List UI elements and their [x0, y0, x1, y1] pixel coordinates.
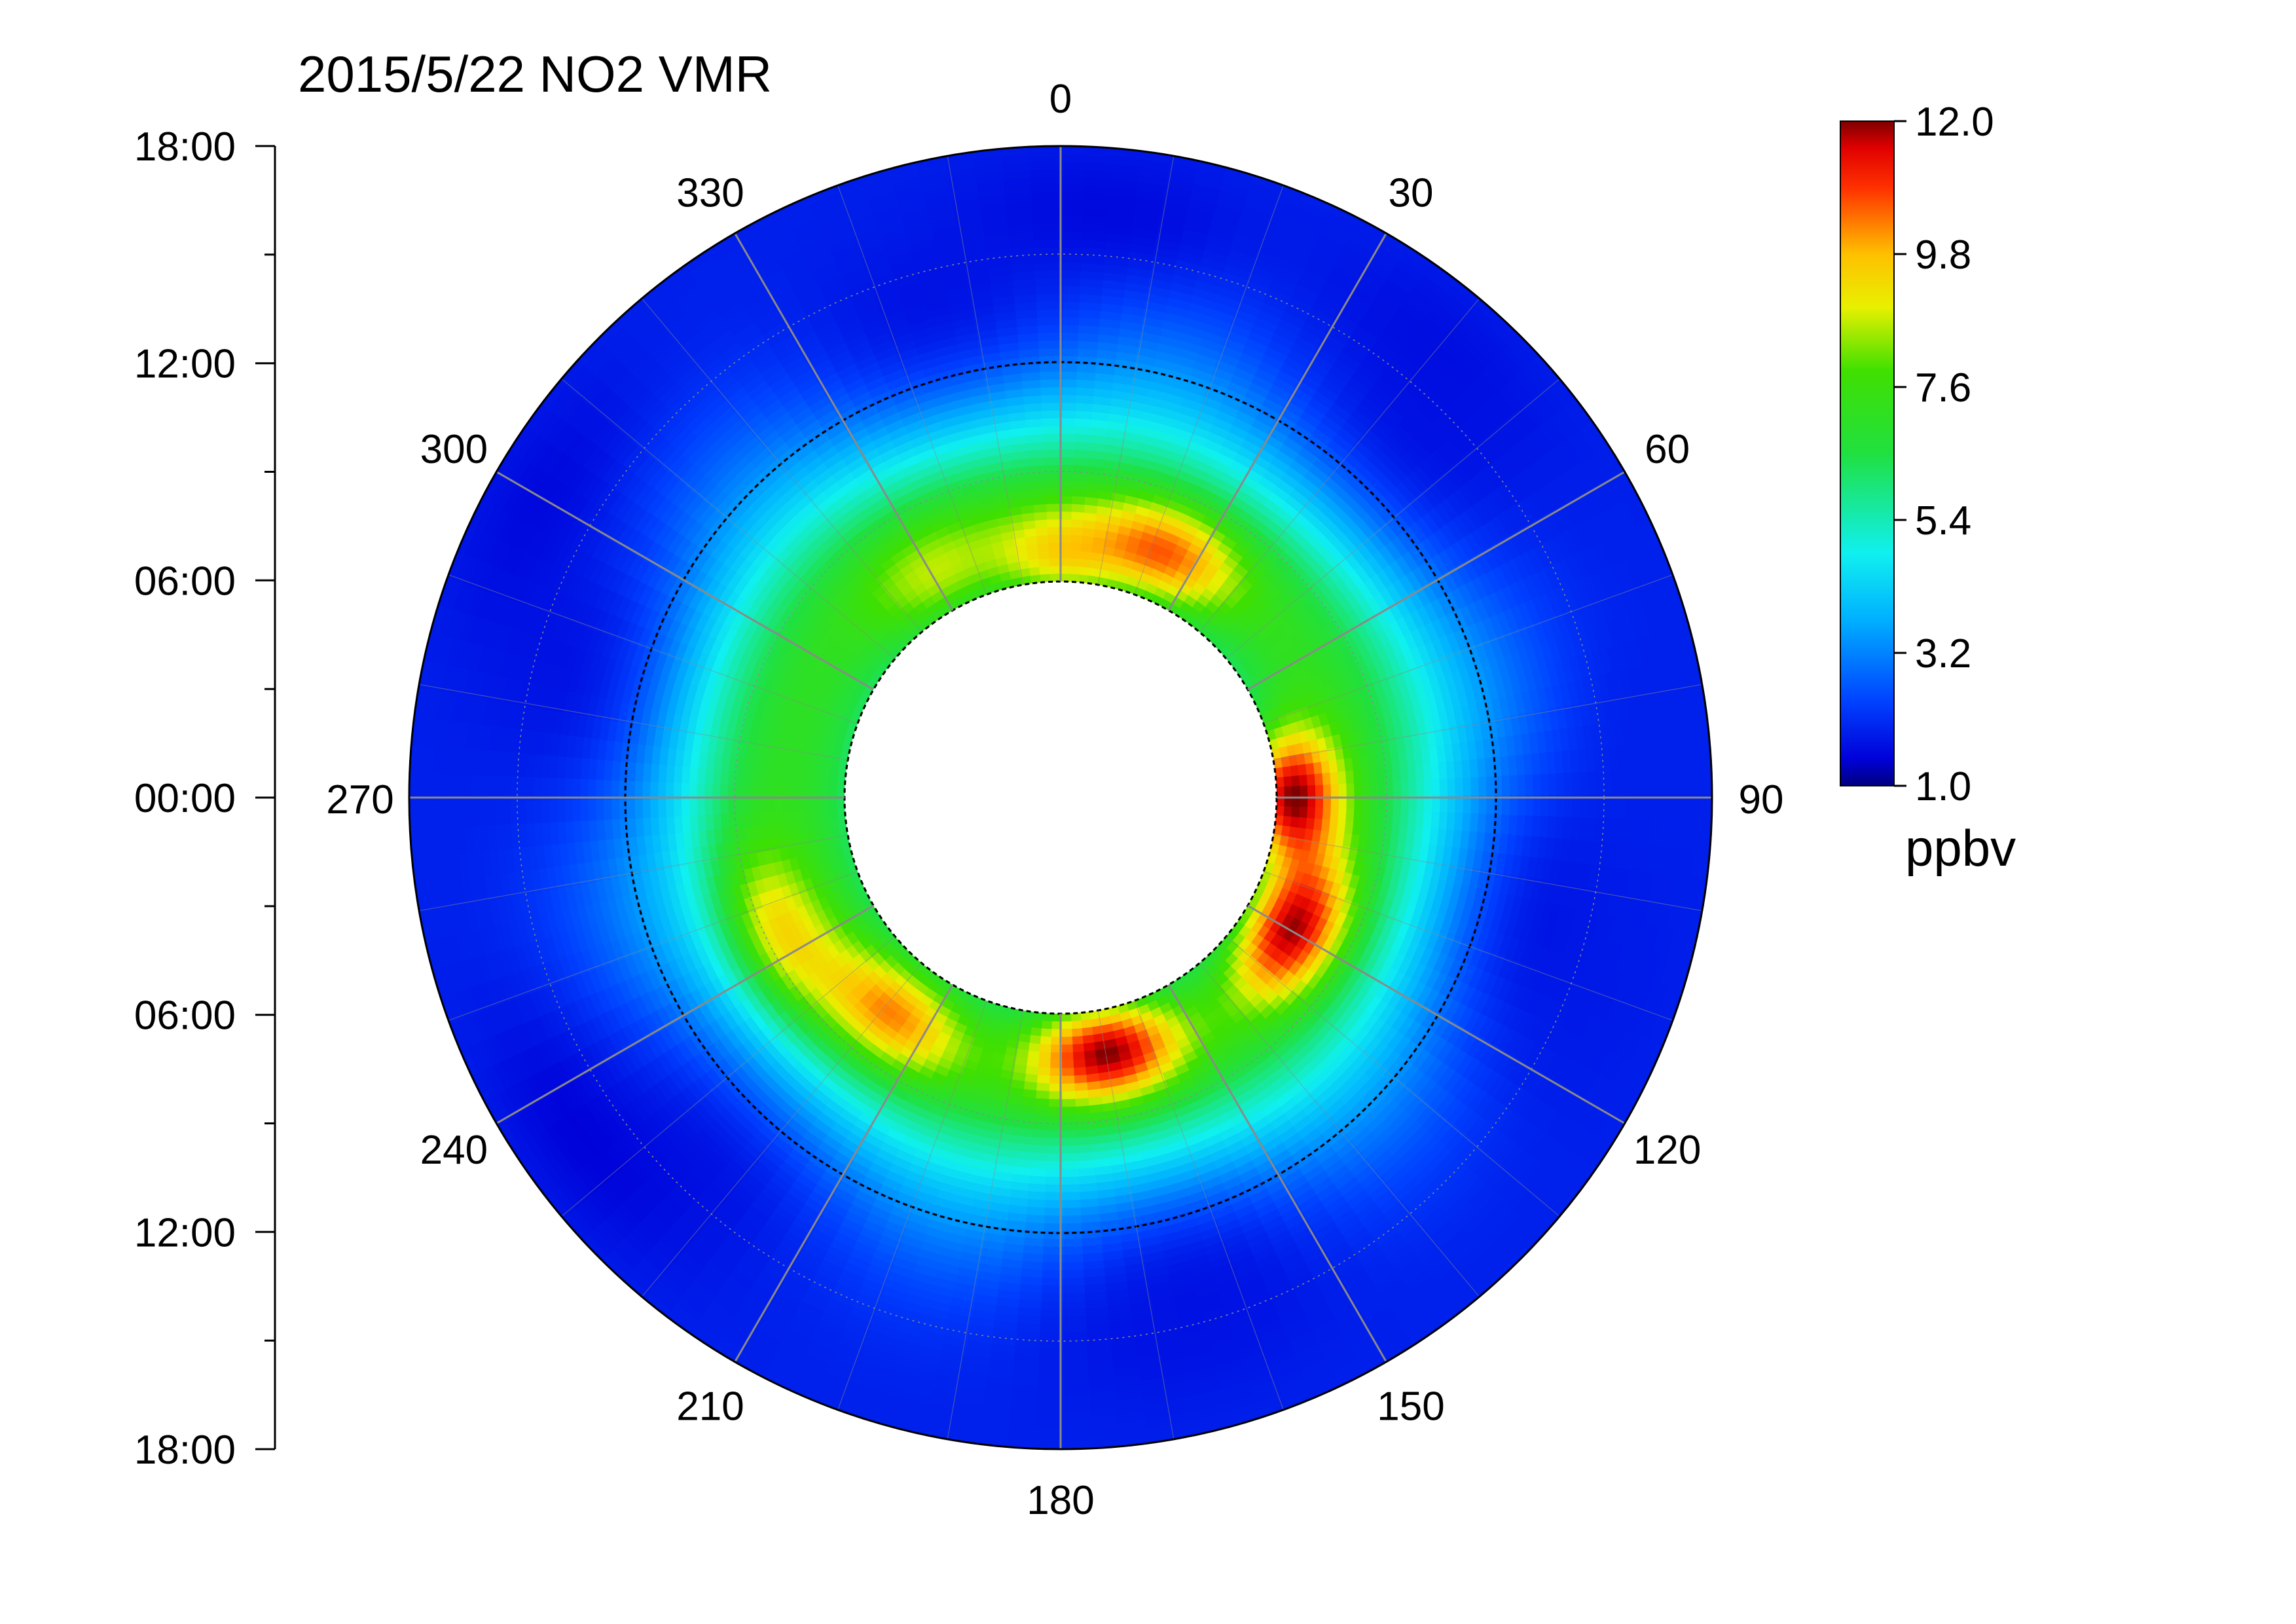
- concentration-field: [409, 146, 1712, 1449]
- radial-tick-label: 12:00: [134, 1210, 236, 1255]
- radial-tick-label: 12:00: [134, 342, 236, 387]
- radial-tick-label: 06:00: [134, 559, 236, 604]
- radial-time-axis: 18:00 12:00 06:00 00:00 06:00 12:00 18:00: [134, 124, 276, 1473]
- radial-tick-label: 18:00: [134, 1428, 236, 1473]
- chart-title: 2015/5/22 NO2 VMR: [298, 45, 772, 103]
- radial-tick-label: 18:00: [134, 124, 236, 170]
- radial-tick-label: 06:00: [134, 993, 236, 1039]
- radial-tick-label: 00:00: [134, 776, 236, 821]
